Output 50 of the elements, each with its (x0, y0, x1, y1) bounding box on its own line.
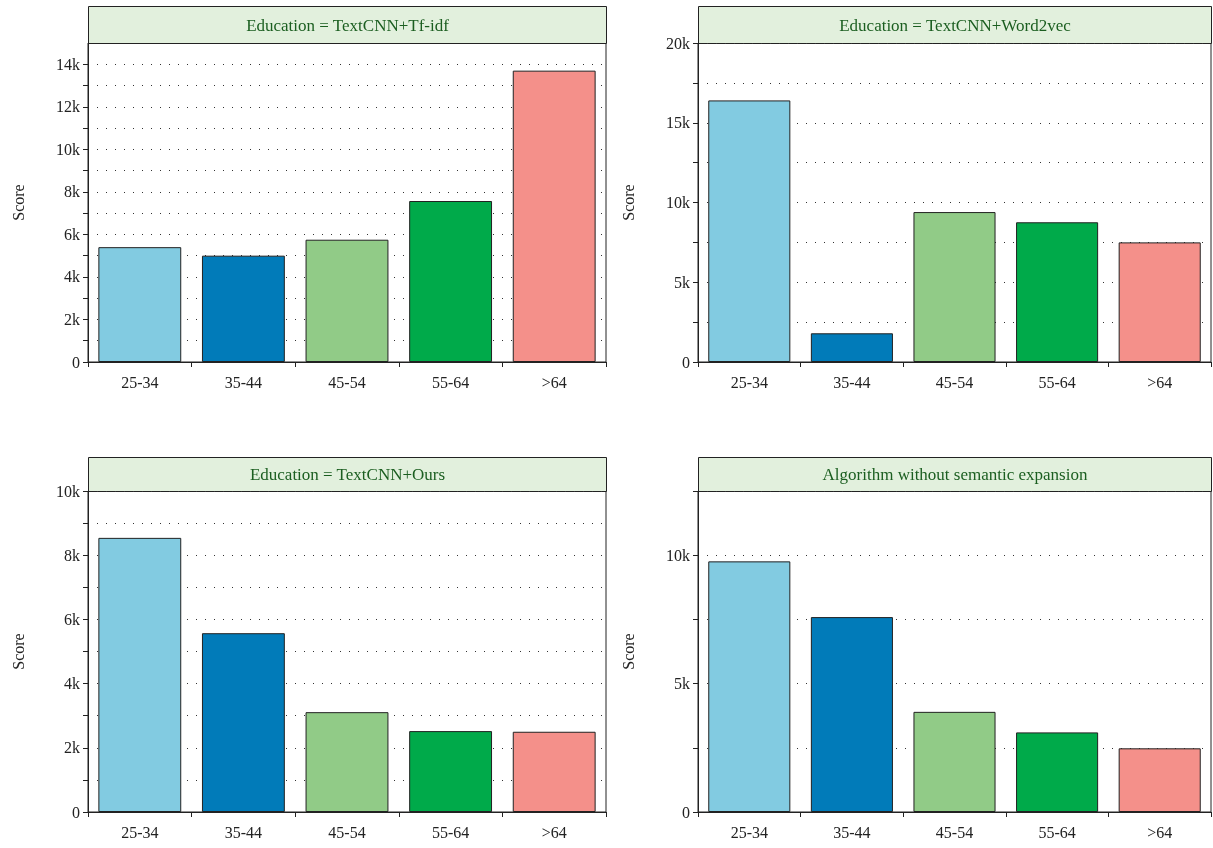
y-tick-label: 12k (56, 98, 80, 116)
y-tick-label: 0 (72, 803, 80, 821)
y-tick-label: 15k (666, 114, 690, 132)
x-tick-label: 45-54 (328, 373, 366, 391)
x-tick-label: 55-64 (431, 823, 470, 841)
y-tick-label: 10k (56, 140, 80, 158)
x-tick-label: >64 (1147, 823, 1173, 841)
x-tick-label: 35-44 (833, 373, 871, 391)
x-tick-label: 25-34 (121, 823, 159, 841)
y-tick-label: 5k (674, 675, 690, 693)
y-tick-label: 0 (72, 353, 80, 371)
chart-title: Education = TextCNN+Ours (249, 465, 446, 484)
y-tick-label: 8k (64, 183, 80, 201)
y-axis-title: Score (619, 184, 637, 221)
x-tick-label: 45-54 (328, 823, 366, 841)
x-tick-label: >64 (541, 373, 567, 391)
y-tick-label: 8k (64, 546, 80, 564)
x-tick-label: 55-64 (431, 373, 470, 391)
y-tick-label: 20k (666, 34, 690, 52)
x-tick-label: 35-44 (833, 823, 871, 841)
y-tick-label: 10k (666, 546, 690, 564)
y-axis-title: Score (9, 633, 27, 670)
y-tick-label: 14k (56, 55, 80, 73)
chart-title: Education = TextCNN+Word2vec (839, 15, 1072, 35)
y-tick-label: 10k (56, 482, 80, 500)
y-tick-label: 2k (64, 739, 80, 757)
y-tick-label: 0 (682, 803, 690, 821)
y-tick-label: 4k (64, 268, 80, 286)
x-tick-label: 35-44 (224, 823, 263, 841)
y-tick-label: 2k (64, 310, 80, 328)
y-tick-label: 5k (674, 273, 690, 291)
y-tick-label: 0 (682, 353, 690, 371)
y-tick-label: 6k (64, 610, 80, 628)
x-tick-label: 55-64 (1038, 373, 1076, 391)
y-axis-title: Score (9, 184, 27, 221)
x-tick-label: 55-64 (1038, 823, 1076, 841)
x-tick-label: 25-34 (730, 373, 768, 391)
y-axis-title: Score (619, 633, 637, 670)
y-tick-label: 6k (64, 225, 80, 243)
y-tick-label: 4k (64, 675, 80, 693)
x-tick-label: 25-34 (730, 823, 768, 841)
chart-title: Education = TextCNN+Tf-idf (246, 15, 450, 35)
chart-title: Algorithm without semantic expansion (822, 465, 1088, 484)
x-tick-label: 45-54 (935, 373, 974, 391)
x-tick-label: >64 (1147, 373, 1173, 391)
y-tick-label: 10k (666, 194, 690, 211)
x-tick-label: 35-44 (224, 373, 263, 391)
x-tick-label: 45-54 (935, 823, 974, 841)
x-tick-label: >64 (541, 823, 567, 841)
x-tick-label: 25-34 (121, 373, 159, 391)
